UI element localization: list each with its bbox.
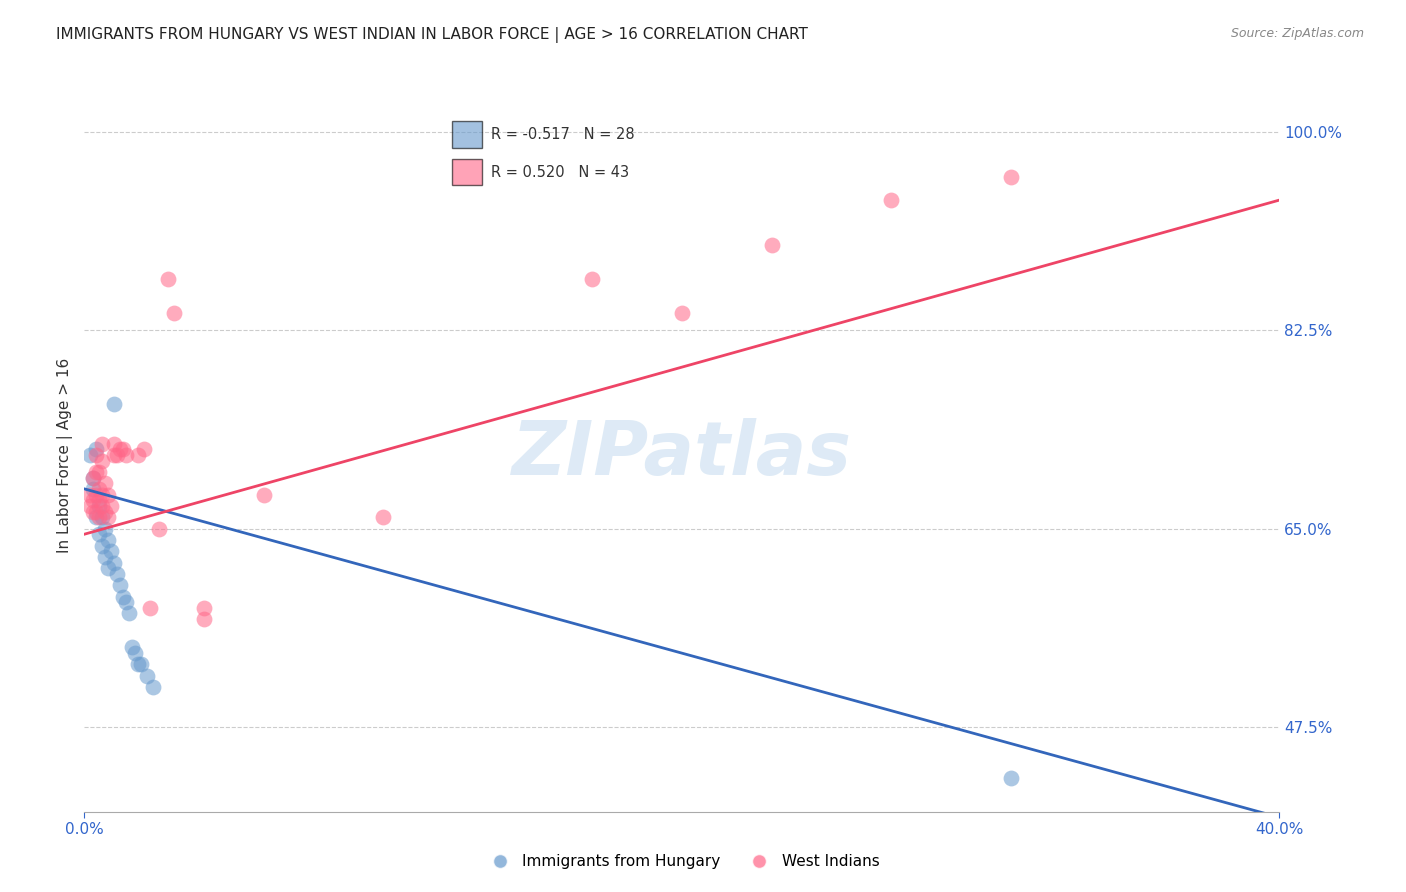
Point bbox=[89, 527, 111, 541]
Point bbox=[79, 487, 101, 501]
Point bbox=[105, 448, 128, 462]
Point bbox=[103, 448, 125, 462]
Point bbox=[148, 522, 170, 536]
Point bbox=[103, 556, 125, 570]
Legend: Immigrants from Hungary, West Indians: Immigrants from Hungary, West Indians bbox=[478, 848, 886, 875]
Point bbox=[118, 607, 141, 621]
Point bbox=[880, 193, 903, 207]
Point bbox=[89, 499, 111, 513]
Point bbox=[94, 522, 117, 536]
Point bbox=[110, 442, 132, 457]
Point bbox=[86, 487, 108, 501]
FancyBboxPatch shape bbox=[451, 121, 482, 148]
Point bbox=[103, 436, 125, 450]
Point bbox=[91, 499, 114, 513]
Point bbox=[103, 397, 125, 411]
Point bbox=[82, 493, 104, 508]
Point bbox=[86, 510, 108, 524]
Point bbox=[115, 595, 138, 609]
Point bbox=[100, 499, 122, 513]
Point bbox=[82, 470, 104, 484]
Point bbox=[82, 504, 104, 518]
Point bbox=[89, 465, 111, 479]
Point bbox=[1000, 771, 1022, 785]
Point bbox=[193, 600, 215, 615]
Text: IMMIGRANTS FROM HUNGARY VS WEST INDIAN IN LABOR FORCE | AGE > 16 CORRELATION CHA: IMMIGRANTS FROM HUNGARY VS WEST INDIAN I… bbox=[56, 27, 808, 43]
Point bbox=[86, 442, 108, 457]
Point bbox=[91, 487, 114, 501]
Text: Source: ZipAtlas.com: Source: ZipAtlas.com bbox=[1230, 27, 1364, 40]
Point bbox=[94, 476, 117, 491]
Point bbox=[97, 561, 120, 575]
Point bbox=[1000, 170, 1022, 185]
Point bbox=[82, 482, 104, 496]
Point bbox=[671, 306, 693, 320]
Point bbox=[127, 657, 149, 672]
Text: ZIPatlas: ZIPatlas bbox=[512, 418, 852, 491]
Point bbox=[124, 646, 146, 660]
Point bbox=[79, 499, 101, 513]
Point bbox=[157, 272, 180, 286]
Point bbox=[139, 600, 162, 615]
Point bbox=[163, 306, 186, 320]
Point bbox=[193, 612, 215, 626]
Point bbox=[115, 448, 138, 462]
Point bbox=[91, 436, 114, 450]
Point bbox=[91, 453, 114, 467]
Point bbox=[110, 578, 132, 592]
Point bbox=[112, 590, 135, 604]
Point bbox=[253, 487, 276, 501]
Point bbox=[91, 539, 114, 553]
Y-axis label: In Labor Force | Age > 16: In Labor Force | Age > 16 bbox=[58, 358, 73, 552]
Point bbox=[94, 504, 117, 518]
Point bbox=[100, 544, 122, 558]
Point bbox=[97, 533, 120, 547]
Point bbox=[91, 510, 114, 524]
Point bbox=[371, 510, 394, 524]
Point bbox=[132, 442, 156, 457]
Point bbox=[127, 448, 149, 462]
Point bbox=[89, 482, 111, 496]
Point bbox=[121, 640, 143, 655]
FancyBboxPatch shape bbox=[451, 159, 482, 186]
Point bbox=[86, 448, 108, 462]
Point bbox=[79, 448, 101, 462]
Text: R = 0.520   N = 43: R = 0.520 N = 43 bbox=[491, 165, 628, 180]
Point bbox=[142, 680, 165, 694]
Point bbox=[581, 272, 603, 286]
Point bbox=[89, 493, 111, 508]
Point bbox=[97, 510, 120, 524]
Point bbox=[89, 510, 111, 524]
Point bbox=[112, 442, 135, 457]
Point bbox=[129, 657, 152, 672]
Point bbox=[761, 238, 783, 252]
Point bbox=[82, 470, 104, 484]
Text: R = -0.517   N = 28: R = -0.517 N = 28 bbox=[491, 127, 634, 142]
Point bbox=[97, 487, 120, 501]
Point bbox=[94, 549, 117, 564]
Point bbox=[86, 504, 108, 518]
Point bbox=[136, 669, 159, 683]
Point bbox=[105, 566, 128, 581]
Point bbox=[86, 465, 108, 479]
